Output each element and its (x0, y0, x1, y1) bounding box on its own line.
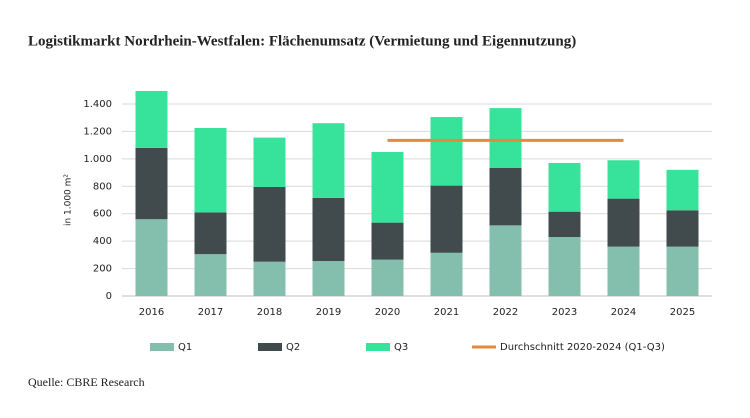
x-tick-label: 2017 (198, 307, 223, 318)
bar (430, 252, 463, 296)
bar (253, 137, 286, 187)
y-tick-label: 1.200 (83, 126, 112, 137)
bar (135, 90, 168, 148)
bar (548, 211, 581, 238)
y-tick-label: 200 (93, 264, 112, 275)
y-tick-label: 1.000 (83, 154, 112, 165)
bar (194, 254, 227, 296)
bar (312, 123, 345, 198)
bar (253, 186, 286, 262)
x-tick-label: 2019 (316, 307, 341, 318)
y-tick-label: 400 (93, 236, 112, 247)
bar (430, 185, 463, 253)
bar (194, 212, 227, 255)
bar (489, 108, 522, 168)
chart-title: Logistikmarkt Nordrhein-Westfalen: Fläch… (28, 33, 576, 49)
x-tick-label: 2025 (670, 307, 695, 318)
legend-label: Q1 (178, 342, 192, 353)
bar (430, 117, 463, 186)
bar (548, 162, 581, 212)
bar (666, 169, 699, 211)
legend-swatch (150, 343, 174, 351)
bar (548, 237, 581, 296)
bar (194, 128, 227, 213)
x-tick-label: 2024 (611, 307, 636, 318)
bar (607, 198, 640, 247)
legend-label: Durchschnitt 2020-2024 (Q1-Q3) (500, 342, 665, 353)
bar (135, 219, 168, 296)
y-tick-label: 600 (93, 209, 112, 220)
bar (666, 246, 699, 296)
x-tick-label: 2022 (493, 307, 518, 318)
source: Quelle: CBRE Research (28, 375, 145, 389)
legend-swatch (258, 343, 282, 351)
bar (371, 259, 404, 296)
bar (312, 197, 345, 262)
bar (607, 246, 640, 296)
bar (371, 222, 404, 260)
bar (666, 210, 699, 247)
bar (312, 261, 345, 296)
x-tick-label: 2021 (434, 307, 459, 318)
bar (489, 167, 522, 226)
x-tick-label: 2023 (552, 307, 577, 318)
bar (489, 225, 522, 296)
y-tick-label: 0 (106, 291, 112, 302)
bar (607, 160, 640, 199)
legend-label: Q2 (286, 342, 300, 353)
y-axis-label: in 1.000 m² (64, 174, 74, 226)
bar (371, 152, 404, 223)
x-tick-label: 2016 (139, 307, 164, 318)
x-tick-label: 2020 (375, 307, 400, 318)
legend-label: Q3 (394, 342, 408, 353)
bar (253, 261, 286, 296)
legend-swatch (366, 343, 390, 351)
y-tick-label: 800 (93, 181, 112, 192)
x-tick-label: 2018 (257, 307, 282, 318)
y-tick-label: 1.400 (83, 99, 112, 110)
bar (135, 147, 168, 220)
